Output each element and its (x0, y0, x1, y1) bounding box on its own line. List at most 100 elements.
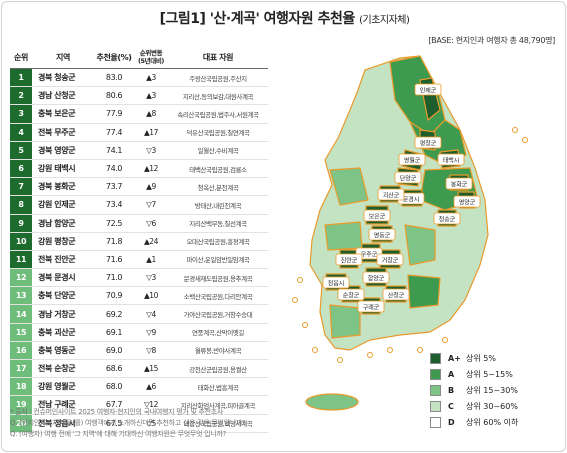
change-cell: ▲1 (134, 250, 168, 270)
rank-cell: 5 (10, 141, 32, 160)
map-label-box (376, 253, 404, 266)
rate-cell: 69.2 (94, 304, 134, 324)
rank-cell: 2 (10, 86, 32, 106)
map-region-label: 함양군 (362, 271, 390, 284)
map-region-label: 단양군 (394, 171, 422, 184)
map-label-text: 산청군 (388, 292, 405, 300)
map-region-label: 영월군 (398, 153, 426, 166)
map-region-label: 봉화군 (445, 177, 473, 190)
change-cell: ▲3 (134, 68, 168, 88)
header-resource: 대표 자원 (168, 46, 268, 69)
resource-cell: 내장산국립공원,백양사계곡 (168, 414, 268, 433)
region-cell: 전북 진안군 (32, 250, 94, 270)
map-label-text: 보은군 (369, 214, 386, 221)
map-label-box (337, 288, 365, 301)
resource-cell: 덕유산국립공원,칠연계곡 (168, 123, 268, 142)
map-label-box (437, 153, 465, 166)
map-label-text: 평창군 (420, 140, 437, 148)
legend-swatch (430, 400, 441, 412)
header-change-line: (5년대비) (137, 57, 164, 65)
map-island (512, 127, 518, 133)
table-row: 11 전북 진안군 71.6 ▲1 마이산,운일암반일암계곡 (10, 250, 268, 270)
rate-cell: 68.0 (94, 377, 134, 397)
map-island (292, 297, 298, 303)
change-cell: ▲24 (134, 232, 168, 251)
map-label-text: 괴산군 (383, 192, 400, 200)
region-cell: 충북 단양군 (32, 286, 94, 306)
region-cell: 강원 인제군 (32, 195, 94, 215)
map-region-label: 진안군 (335, 253, 363, 266)
map-region-label: 거창군 (376, 253, 404, 266)
header-region: 지역 (32, 46, 94, 69)
map-label-box (355, 247, 383, 260)
resource-cell: 가야산국립공원,거창수승대 (168, 304, 268, 324)
map-region-label: 산청군 (382, 288, 410, 301)
region-cell: 충북 괴산군 (32, 323, 94, 342)
map-region-label: 영동군 (368, 228, 396, 241)
change-cell: ▽9 (134, 323, 168, 342)
table-row: 15 충북 괴산군 69.1 ▽9 연풍계곡,산막이옛길 (10, 323, 268, 342)
region-cell: 강원 평창군 (32, 232, 94, 251)
table-row: 4 전북 무주군 77.4 ▲17 덕유산국립공원,칠연계곡 (10, 123, 268, 142)
change-cell: ▲17 (134, 123, 168, 142)
rate-cell: 70.9 (94, 286, 134, 306)
map-label-text: 구례군 (363, 304, 380, 312)
legend-item: B 상위 15~30% (430, 382, 518, 398)
rate-cell: 77.4 (94, 123, 134, 142)
change-cell: ▲15 (134, 359, 168, 379)
resource-cell: 월류봉,반야사계곡 (168, 341, 268, 361)
resource-cell: 주왕산국립공원,주산지 (168, 68, 268, 88)
change-cell: ▲3 (134, 86, 168, 106)
map-label-text: 인제군 (420, 87, 437, 95)
resource-cell: 지리산백무동,칠선계곡 (168, 214, 268, 233)
resource-cell: 소백산국립공원,다리안계곡 (168, 286, 268, 306)
resource-cell: 일월산,수비계곡 (168, 141, 268, 160)
map-region-label: 평창군 (414, 136, 442, 149)
change-cell: ▽12 (134, 395, 168, 415)
change-cell: ▲10 (134, 286, 168, 306)
change-cell: ▽8 (134, 341, 168, 361)
map-label-text: 단양군 (400, 175, 417, 183)
table-row: 13 충북 단양군 70.9 ▲10 소백산국립공원,다리안계곡 (10, 286, 268, 306)
rank-cell: 6 (10, 159, 32, 179)
region-cell: 전북 무주군 (32, 123, 94, 142)
rate-cell: 67.5 (94, 414, 134, 433)
resource-cell: 문경새재도립공원,용추계곡 (168, 268, 268, 288)
region-cell: 경남 거창군 (32, 304, 94, 324)
rank-cell: 8 (10, 195, 32, 215)
rank-cell: 7 (10, 177, 32, 197)
resource-cell: 청옥산,분천계곡 (168, 177, 268, 197)
legend-item: A 상위 5~15% (430, 366, 518, 382)
map-label-box (453, 195, 481, 208)
change-cell: ▲6 (134, 377, 168, 397)
region-cell: 경남 산청군 (32, 86, 94, 106)
header-rank: 순위 (10, 46, 32, 69)
region-cell: 강원 영월군 (32, 377, 94, 397)
map-label-box (433, 212, 461, 225)
map-island (367, 352, 373, 358)
footnote-q1: Q. (현지인)'그 지역'을(를) 여행객에게 소개하신다면 추천하고 싶은 … (10, 419, 246, 427)
legend-item: A+ 상위 5% (430, 350, 518, 366)
map-island (417, 347, 423, 353)
table-row: 12 경북 문경시 71.0 ▽3 문경새재도립공원,용추계곡 (10, 268, 268, 288)
rate-cell: 72.5 (94, 214, 134, 233)
resource-cell: 오대산국립공원,흥정계곡 (168, 232, 268, 251)
table-row: 9 경남 함양군 72.5 ▽6 지리산백무동,칠선계곡 (10, 214, 268, 233)
chart-title: [그림1] '산·계곡' 여행자원 추천율 (기초지자체) (2, 8, 565, 28)
rate-cell: 74.0 (94, 159, 134, 179)
region-cell: 경북 문경시 (32, 268, 94, 288)
resource-cell: 태화산,법흥계곡 (168, 377, 268, 397)
map-label-box (363, 209, 391, 222)
map-label-text: 봉화군 (451, 181, 468, 189)
map-region-label: 인제군 (414, 83, 442, 96)
region-cell: 경북 봉화군 (32, 177, 94, 197)
table-row: 8 강원 인제군 73.4 ▽7 방태산,내린천계곡 (10, 195, 268, 215)
rank-cell: 12 (10, 268, 32, 288)
map-region-label: 보은군 (363, 209, 391, 222)
rate-cell: 67.7 (94, 395, 134, 415)
rate-cell: 71.6 (94, 250, 134, 270)
map-region-chungbuk-west (329, 167, 369, 206)
map-region-label: 순창군 (337, 288, 365, 301)
resource-cell: 지리산화엄사계곡,피아골계곡 (168, 395, 268, 415)
map-label-text: 함양군 (368, 275, 385, 283)
